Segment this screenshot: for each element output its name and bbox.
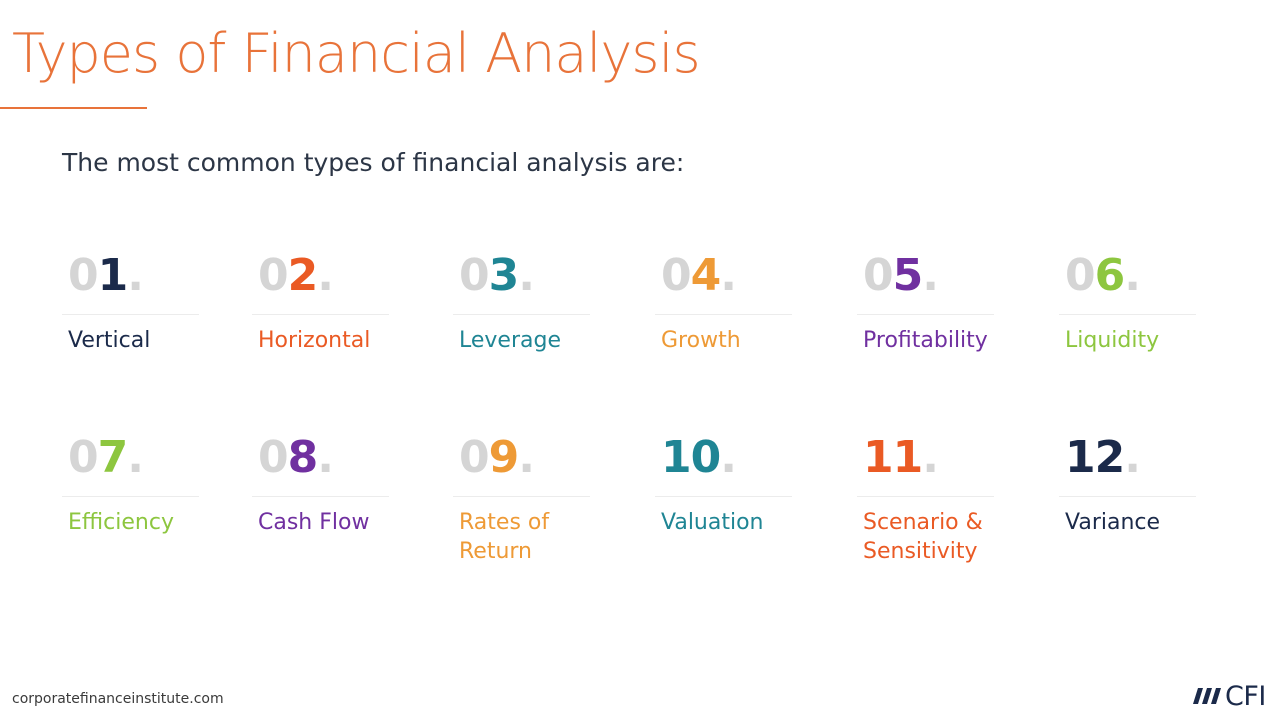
analysis-item-10: 10. Valuation <box>655 434 795 537</box>
item-divider <box>857 314 994 315</box>
analysis-item-02: 02. Horizontal <box>252 252 392 355</box>
item-label: Cash Flow <box>258 510 370 535</box>
item-number: 04. <box>661 250 737 301</box>
item-label: Variance <box>1065 510 1161 535</box>
item-divider <box>655 314 792 315</box>
item-number: 01. <box>68 250 144 301</box>
item-divider <box>1059 314 1196 315</box>
item-divider <box>453 496 590 497</box>
item-divider <box>453 314 590 315</box>
analysis-item-11: 11. Scenario & Sensitivity <box>857 434 997 566</box>
item-number: 02. <box>258 250 334 301</box>
item-number: 05. <box>863 250 939 301</box>
slide-title: Types of Financial Analysis <box>12 22 701 85</box>
item-number: 07. <box>68 432 144 483</box>
cfi-logo: CFI <box>1192 680 1266 712</box>
analysis-item-07: 07. Efficiency <box>62 434 202 537</box>
item-divider <box>252 314 389 315</box>
item-number: 09. <box>459 432 535 483</box>
item-number: 11. <box>863 432 939 483</box>
item-label: Efficiency <box>68 510 174 535</box>
analysis-item-04: 04. Growth <box>655 252 795 355</box>
item-number: 03. <box>459 250 535 301</box>
item-label: Valuation <box>661 510 764 535</box>
item-label: Profitability <box>863 328 988 353</box>
analysis-item-01: 01. Vertical <box>62 252 202 355</box>
item-label: Rates of Return <box>459 510 550 564</box>
item-label: Scenario & Sensitivity <box>863 510 983 564</box>
analysis-item-09: 09. Rates of Return <box>453 434 593 566</box>
item-label: Leverage <box>459 328 561 353</box>
item-divider <box>655 496 792 497</box>
cfi-logo-mark-icon <box>1193 688 1221 704</box>
item-number: 08. <box>258 432 334 483</box>
item-label: Vertical <box>68 328 151 353</box>
item-number: 12. <box>1065 432 1141 483</box>
item-divider <box>857 496 994 497</box>
footer-url[interactable]: corporatefinanceinstitute.com <box>12 691 224 707</box>
analysis-item-03: 03. Leverage <box>453 252 593 355</box>
item-divider <box>1059 496 1196 497</box>
cfi-logo-text: CFI <box>1225 680 1266 712</box>
analysis-item-06: 06. Liquidity <box>1059 252 1199 355</box>
item-number: 10. <box>661 432 737 483</box>
analysis-item-12: 12. Variance <box>1059 434 1199 537</box>
item-label: Horizontal <box>258 328 371 353</box>
slide-subtitle: The most common types of financial analy… <box>62 148 685 177</box>
item-divider <box>252 496 389 497</box>
item-divider <box>62 496 199 497</box>
title-underline <box>0 107 147 109</box>
analysis-item-05: 05. Profitability <box>857 252 997 355</box>
item-label: Liquidity <box>1065 328 1160 353</box>
item-divider <box>62 314 199 315</box>
item-label: Growth <box>661 328 741 353</box>
item-number: 06. <box>1065 250 1141 301</box>
analysis-item-08: 08. Cash Flow <box>252 434 392 537</box>
